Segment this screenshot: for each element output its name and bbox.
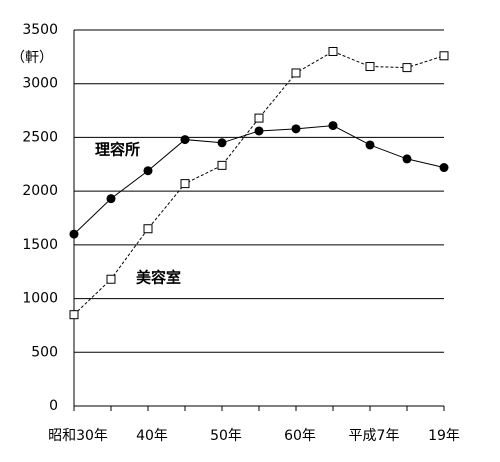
y-tick-label: 1000 [22, 291, 58, 307]
series-label: 美容室 [136, 269, 181, 287]
x-tick-label: 40年 [136, 428, 168, 444]
y-tick-label: 1500 [22, 237, 58, 253]
point [328, 121, 338, 131]
point [254, 113, 264, 123]
series-line [73, 50, 445, 316]
x-tick-label: 60年 [284, 428, 316, 444]
point [365, 62, 375, 72]
y-tick-label: 500 [31, 344, 58, 360]
y-tick-label: 0 [49, 398, 58, 414]
y-unit: （軒） [11, 50, 53, 66]
point [106, 194, 116, 204]
y-tick-label: 3500 [22, 22, 58, 38]
y-tick-label: 3000 [22, 76, 58, 92]
point [402, 63, 412, 73]
point [106, 274, 116, 284]
point [291, 68, 301, 78]
x-tick-label: 50年 [210, 428, 242, 444]
point [291, 124, 301, 134]
point [143, 224, 153, 234]
point [402, 154, 412, 164]
series-label: 理容所 [95, 141, 140, 159]
x-tick-label: 19年 [428, 428, 460, 444]
point [439, 163, 449, 173]
point [254, 126, 264, 136]
point [143, 166, 153, 176]
point [217, 138, 227, 148]
point [69, 310, 79, 320]
x-tick-label: 平成7年 [349, 428, 400, 444]
x-tick-label: 昭和30年 [48, 428, 108, 444]
point [328, 46, 338, 56]
y-tick-label: 2000 [22, 183, 58, 199]
point [439, 51, 449, 61]
point [180, 135, 190, 145]
point [180, 179, 190, 189]
point [217, 160, 227, 170]
point [365, 140, 375, 150]
y-tick-label: 2500 [22, 129, 58, 145]
point [69, 229, 79, 239]
